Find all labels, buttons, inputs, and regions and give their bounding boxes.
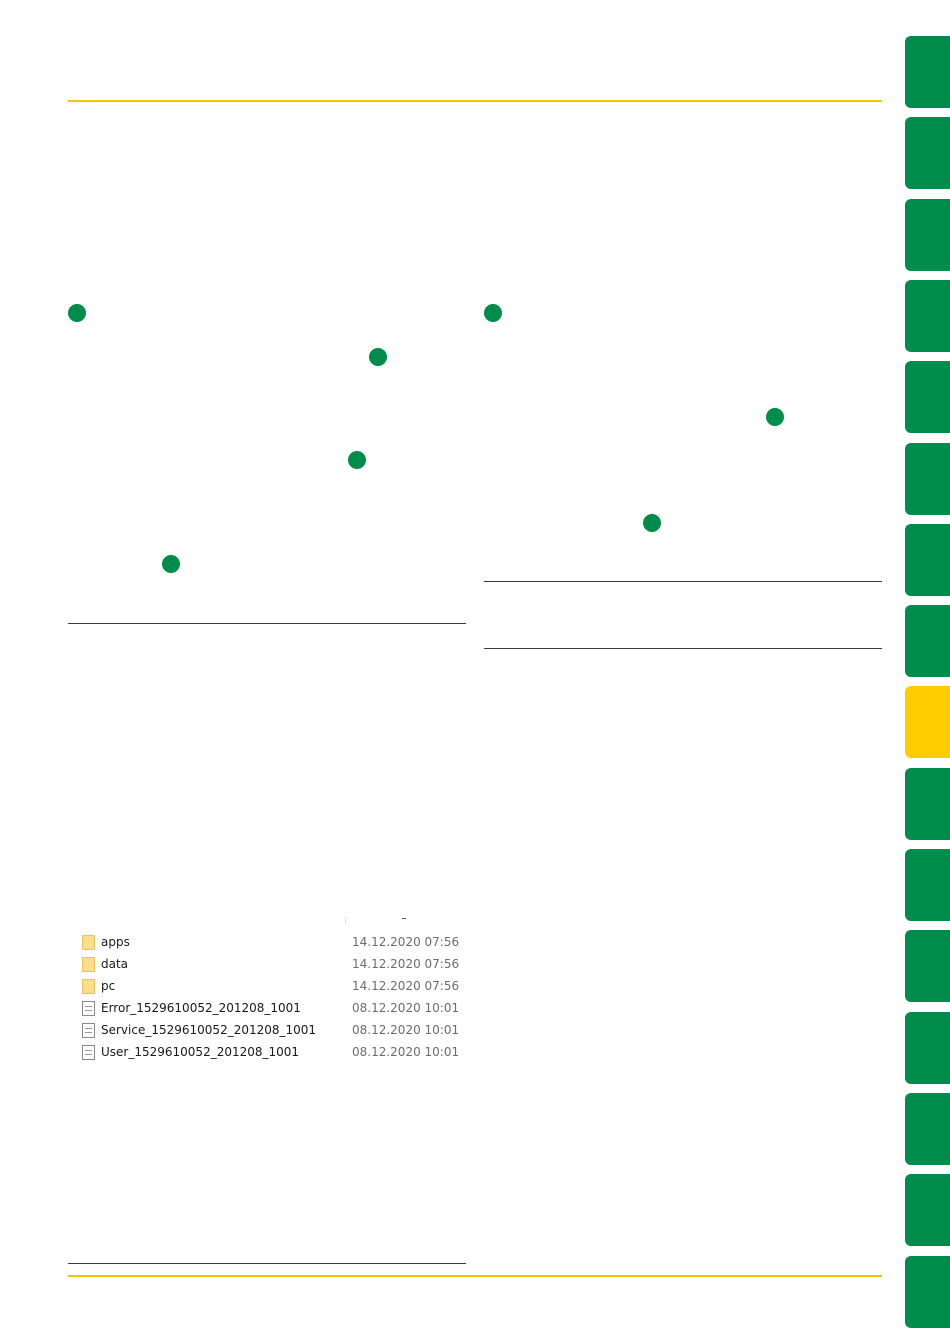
chapter-tab[interactable] — [905, 605, 950, 678]
file-name: User_1529610052_201208_1001 — [101, 1045, 300, 1059]
text-file-icon — [82, 1045, 95, 1060]
file-row[interactable]: data 14.12.2020 07:56 — [78, 954, 459, 976]
file-row[interactable]: pc 14.12.2020 07:56 — [78, 976, 459, 998]
file-row[interactable]: apps 14.12.2020 07:56 — [78, 932, 459, 954]
chapter-tab-active[interactable] — [905, 686, 950, 759]
chapter-tab[interactable] — [905, 1092, 950, 1165]
file-date: 08.12.2020 10:01 — [352, 1023, 460, 1037]
folder-icon — [82, 979, 95, 994]
file-date: 08.12.2020 10:01 — [352, 1045, 460, 1059]
step-marker — [484, 304, 502, 322]
step-marker — [643, 514, 661, 532]
chapter-tab[interactable] — [905, 767, 950, 840]
chapter-tab[interactable] — [905, 523, 950, 596]
step-marker — [369, 348, 387, 366]
folder-icon — [82, 957, 95, 972]
file-row[interactable]: User_1529610052_201208_1001 08.12.2020 10… — [78, 1042, 459, 1064]
chapter-tab[interactable] — [905, 849, 950, 921]
section-divider — [484, 581, 882, 582]
folder-icon — [82, 935, 95, 950]
chapter-tab[interactable] — [905, 1011, 950, 1084]
chapter-tab[interactable] — [905, 198, 950, 271]
footer-rule — [68, 1275, 882, 1277]
file-date: 08.12.2020 10:01 — [352, 1001, 460, 1015]
file-row[interactable]: Service_1529610052_201208_1001 08.12.2020… — [78, 1020, 459, 1042]
text-file-icon — [82, 1023, 95, 1038]
chapter-tab[interactable] — [905, 361, 950, 434]
step-marker — [68, 304, 86, 322]
section-divider — [68, 1263, 466, 1264]
chapter-tab[interactable] — [905, 36, 950, 108]
chapter-tab[interactable] — [905, 930, 950, 1003]
header-rule — [68, 100, 882, 102]
column-separator — [345, 916, 346, 925]
step-marker — [162, 555, 180, 573]
step-marker — [766, 408, 784, 426]
chapter-tab[interactable] — [905, 1255, 950, 1328]
section-divider — [68, 623, 466, 624]
sort-indicator — [402, 918, 406, 919]
file-date: 14.12.2020 07:56 — [352, 935, 460, 949]
file-explorer-list: apps 14.12.2020 07:56 data 14.12.2020 07:56… — [78, 912, 459, 1064]
chapter-tab[interactable] — [905, 1174, 950, 1247]
file-name: apps — [101, 935, 130, 949]
file-date: 14.12.2020 07:56 — [352, 957, 460, 971]
file-date: 14.12.2020 07:56 — [352, 979, 460, 993]
file-name: data — [101, 957, 129, 971]
chapter-tab[interactable] — [905, 442, 950, 515]
file-name: pc — [101, 979, 116, 993]
chapter-tab[interactable] — [905, 279, 950, 352]
step-marker — [348, 451, 366, 469]
section-divider — [484, 648, 882, 649]
file-row[interactable]: Error_1529610052_201208_1001 08.12.2020 1… — [78, 998, 459, 1020]
file-name: Error_1529610052_201208_1001 — [101, 1001, 301, 1015]
file-name: Service_1529610052_201208_1001 — [101, 1023, 317, 1037]
text-file-icon — [82, 1001, 95, 1016]
chapter-tab[interactable] — [905, 117, 950, 190]
